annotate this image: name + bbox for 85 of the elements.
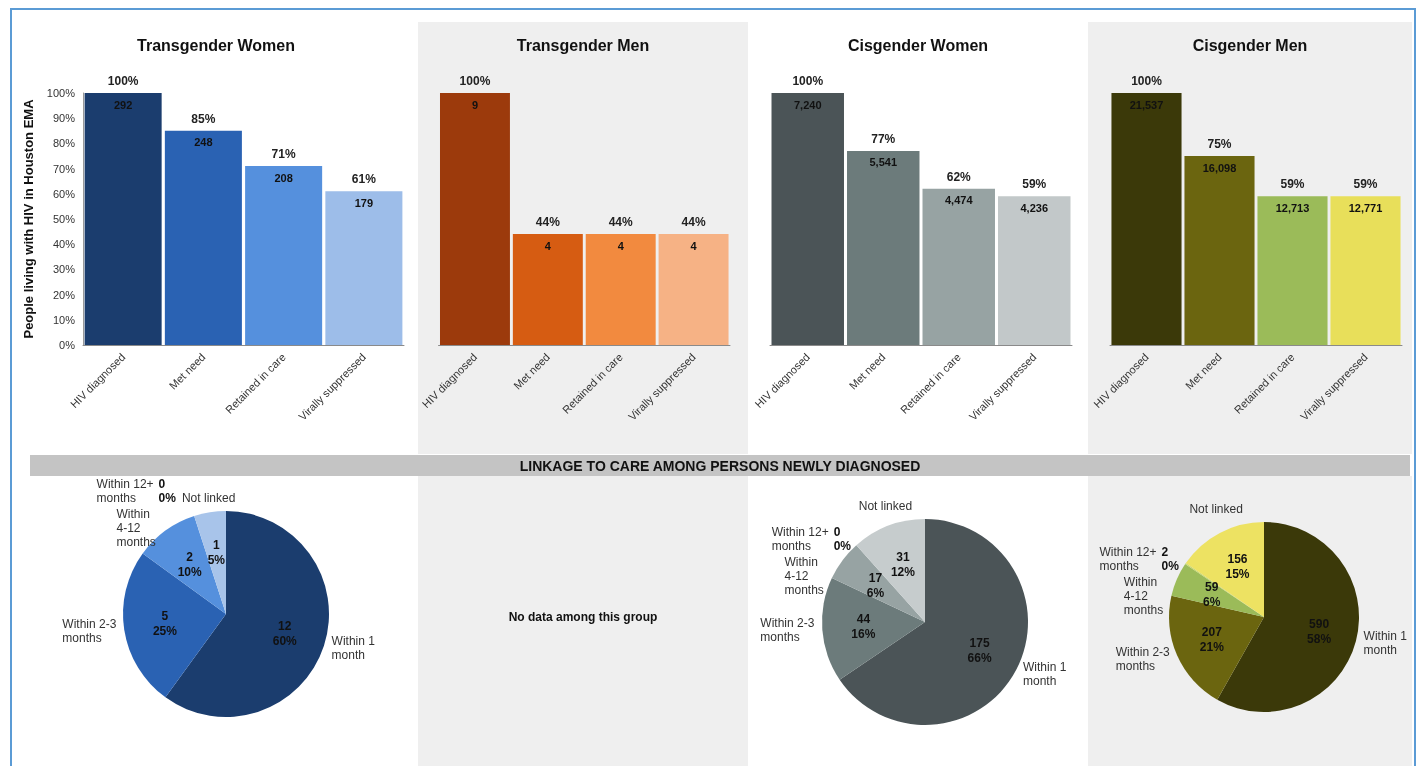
data-label: 100% xyxy=(1131,74,1163,88)
y-tick-label: 10% xyxy=(52,313,76,326)
data-label: 175 66% xyxy=(967,636,992,666)
chart-title: Cisgender Men xyxy=(1192,36,1308,54)
data-label: 100% xyxy=(792,74,824,88)
data-label: 100% xyxy=(459,74,491,88)
data-label: 2 0% xyxy=(1161,545,1180,574)
slice-label: Within 1 month xyxy=(331,634,376,663)
y-tick-label: 50% xyxy=(52,213,76,225)
data-label: 5 25% xyxy=(152,609,178,639)
slice-label: Not linked xyxy=(858,499,913,513)
data-label: 59 6% xyxy=(1203,579,1221,609)
annotation: 179 xyxy=(354,196,374,209)
y-tick-label: 90% xyxy=(52,112,76,125)
slice-label: Within 2-3 months xyxy=(1115,644,1171,673)
slice-label: Within 4-12 months xyxy=(784,555,824,598)
y-tick-label: 70% xyxy=(52,162,76,175)
data-label: 2 10% xyxy=(177,549,203,579)
y-tick-label: 60% xyxy=(52,187,76,200)
data-label: 100% xyxy=(107,74,139,88)
bar xyxy=(847,150,920,345)
annotation: 4 xyxy=(617,239,625,252)
slice-label: Not linked xyxy=(181,491,236,505)
data-label: 44 16% xyxy=(851,612,876,642)
slice-label: Within 2-3 months xyxy=(760,616,815,645)
data-label: 71% xyxy=(271,147,296,162)
annotation: 248 xyxy=(194,136,213,149)
data-label: 12 60% xyxy=(272,618,298,648)
y-tick-label: 0% xyxy=(59,339,76,351)
data-label: 59% xyxy=(1280,177,1305,192)
slice-label: Within 1 month xyxy=(1363,629,1408,658)
data-label: 61% xyxy=(351,172,377,187)
data-label: 75% xyxy=(1207,137,1232,151)
annotation: 5,541 xyxy=(869,156,898,169)
data-label: 156 15% xyxy=(1225,552,1250,582)
annotation: 4,236 xyxy=(1020,201,1049,214)
slice-label: Within 2-3 months xyxy=(62,617,117,646)
chart-title: Cisgender Women xyxy=(847,36,989,54)
slice-label: Within 4-12 months xyxy=(1123,575,1164,618)
slice-label: Within 1 month xyxy=(1023,660,1067,689)
data-label: 77% xyxy=(871,131,896,146)
bar xyxy=(922,188,995,345)
bar xyxy=(771,93,844,345)
annotation: 4,474 xyxy=(944,194,974,207)
text: LINKAGE TO CARE AMONG PERSONS NEWLY DIAGNOSED xyxy=(519,457,921,474)
bar xyxy=(164,130,242,345)
annotation: 208 xyxy=(274,171,293,184)
chart-title: Transgender Women xyxy=(137,36,295,54)
y-tick-label: 40% xyxy=(52,238,76,251)
data-label: 59% xyxy=(1353,177,1378,192)
category-label: Within 12+ months xyxy=(96,477,154,505)
bar xyxy=(84,93,162,345)
annotation: 7,240 xyxy=(793,98,822,111)
y-axis-title: People living with HIV in Houston EMA xyxy=(21,98,36,339)
y-tick-label: 80% xyxy=(52,137,76,150)
annotation: 292 xyxy=(113,98,133,111)
annotation: 4 xyxy=(690,239,698,252)
data-label: 207 21% xyxy=(1199,625,1225,655)
text: 0 0% xyxy=(833,525,852,554)
chart-title: Transgender Men xyxy=(516,36,650,54)
text: No data among this group xyxy=(508,610,658,624)
annotation: 4 xyxy=(544,239,552,252)
data-label: 17 6% xyxy=(866,570,885,600)
data-label: 85% xyxy=(191,111,216,126)
data-label: 59% xyxy=(1022,177,1047,192)
bar xyxy=(245,166,323,345)
annotation: 12,771 xyxy=(1348,201,1383,214)
text: 0 0% xyxy=(158,477,176,505)
slice-label: Within 12+ months xyxy=(1099,545,1157,574)
y-tick-label: 100% xyxy=(46,87,76,99)
data-label: 1 5% xyxy=(207,538,226,568)
annotation: 12,713 xyxy=(1275,201,1310,214)
category-label: Within 12+ months xyxy=(771,525,829,554)
y-tick-label: 30% xyxy=(52,263,76,276)
annotation: 16,098 xyxy=(1202,161,1237,174)
bar xyxy=(325,191,403,345)
y-tick-label: 20% xyxy=(52,288,76,301)
data-label: 44% xyxy=(608,215,634,230)
annotation: 9 xyxy=(471,98,479,111)
data-label: 44% xyxy=(535,215,561,230)
bar xyxy=(998,196,1071,345)
slice-label: Not linked xyxy=(1189,502,1243,516)
data-label: 44% xyxy=(681,215,706,230)
data-label: 31 12% xyxy=(890,549,916,579)
data-label: 62% xyxy=(946,169,972,184)
